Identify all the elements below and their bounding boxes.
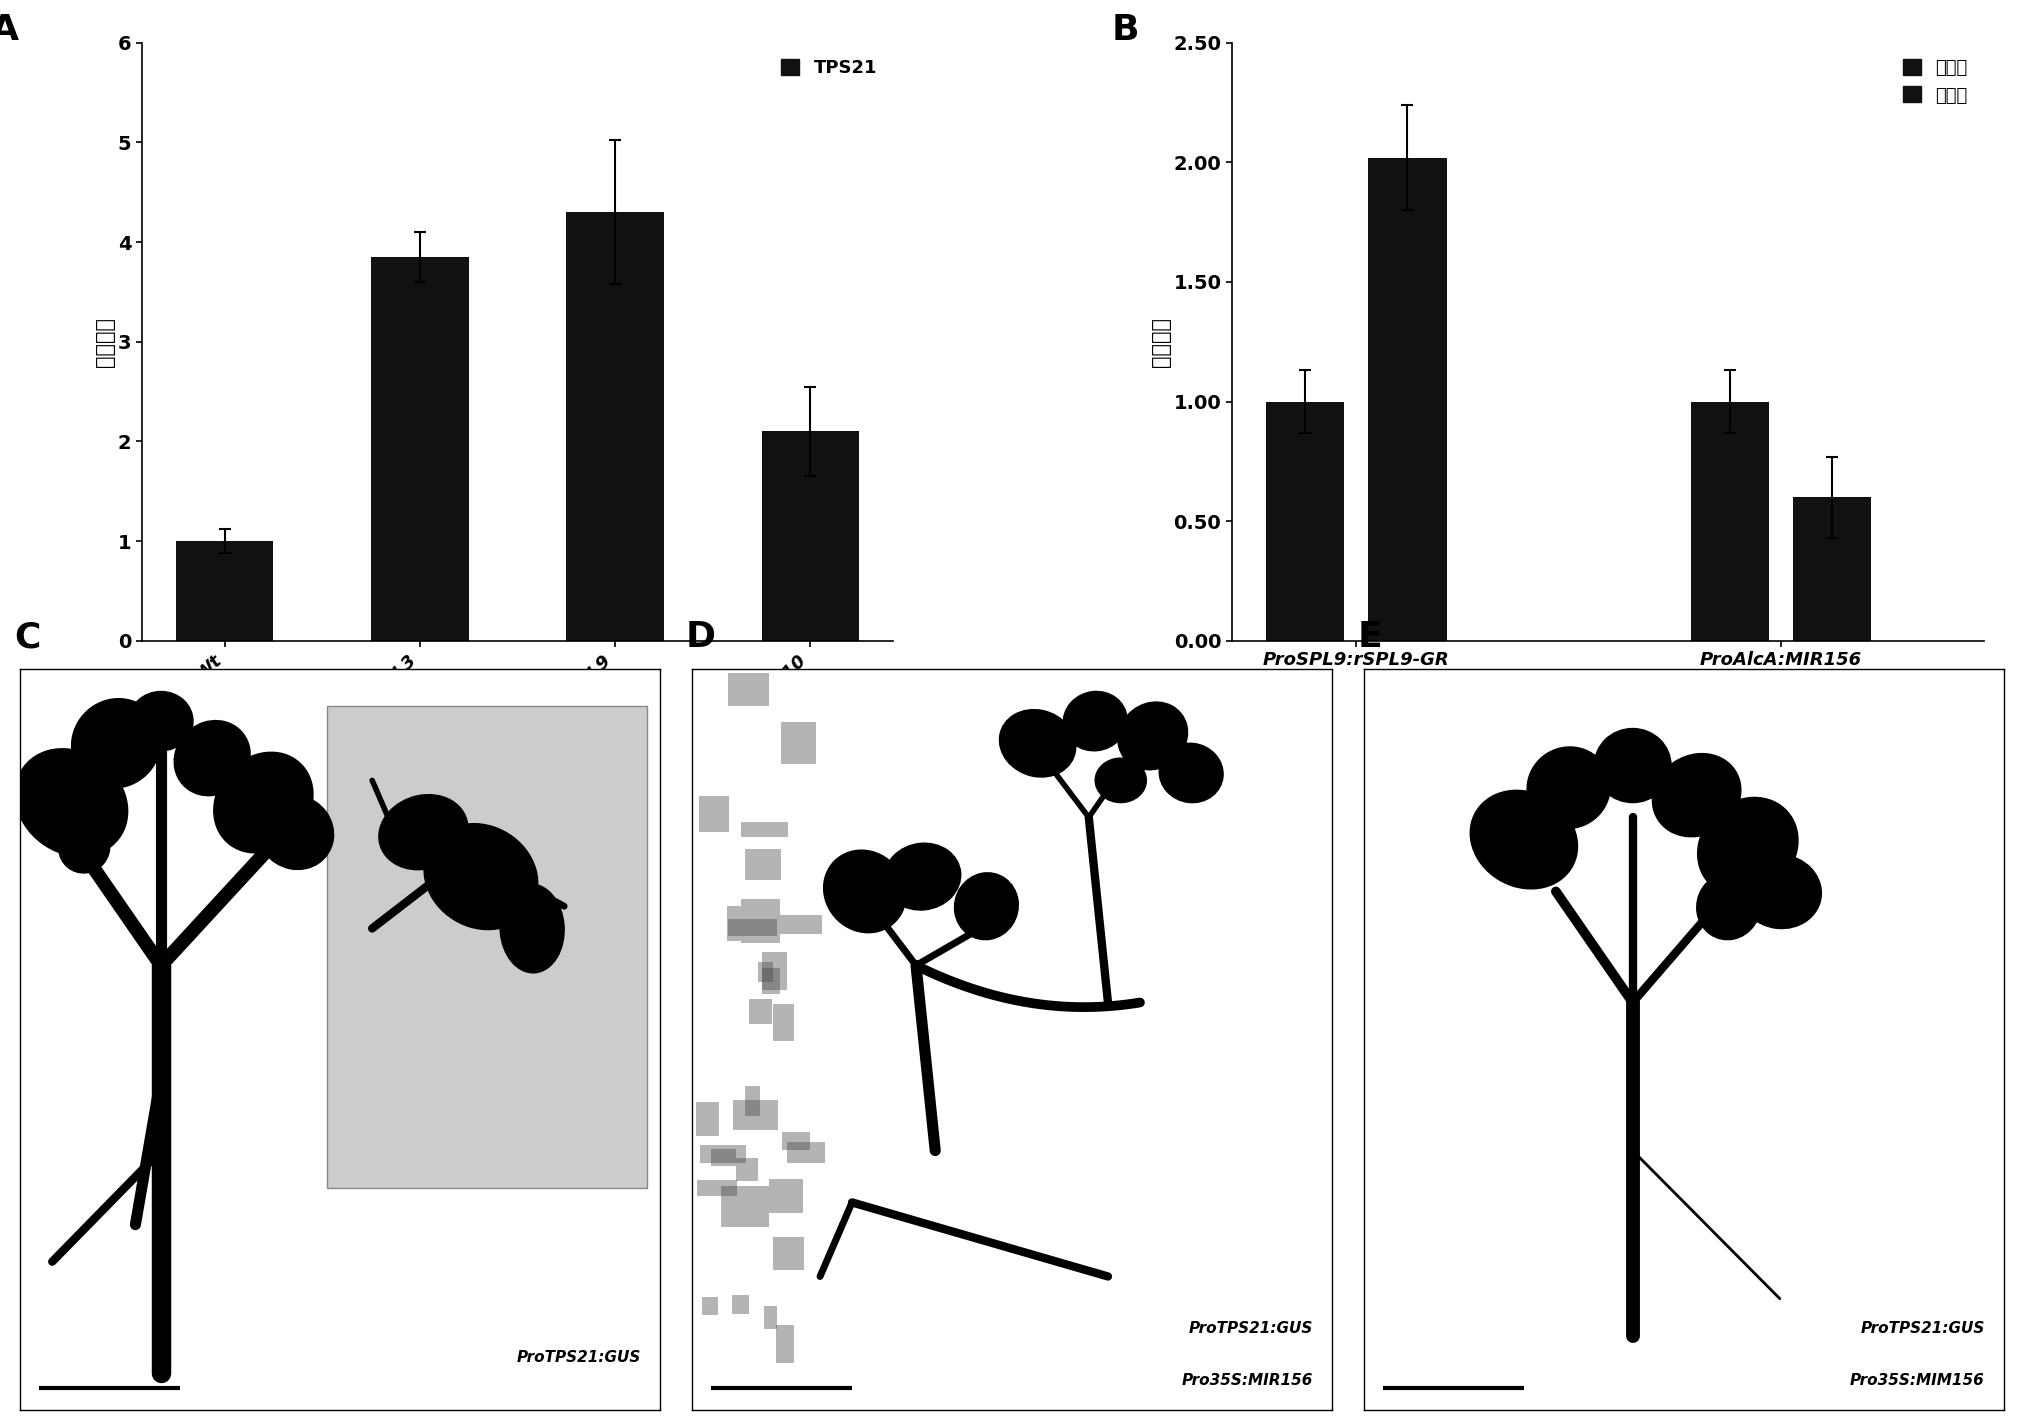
Text: ProTPS21:GUS: ProTPS21:GUS xyxy=(1859,1320,1985,1336)
Bar xyxy=(696,1102,718,1135)
Text: D: D xyxy=(686,621,716,655)
Bar xyxy=(763,951,787,990)
Ellipse shape xyxy=(378,795,467,870)
Text: A: A xyxy=(0,13,20,47)
Ellipse shape xyxy=(257,795,334,870)
Bar xyxy=(761,431,860,641)
Bar xyxy=(696,1180,736,1196)
Ellipse shape xyxy=(1062,692,1127,750)
Bar xyxy=(720,1186,769,1227)
Bar xyxy=(702,1297,718,1314)
Ellipse shape xyxy=(1094,758,1145,803)
Ellipse shape xyxy=(500,884,564,973)
Bar xyxy=(728,918,777,936)
Ellipse shape xyxy=(1594,729,1671,803)
Text: E: E xyxy=(1357,621,1382,655)
Bar xyxy=(749,1000,771,1024)
Bar xyxy=(1264,402,1343,641)
Ellipse shape xyxy=(129,692,192,750)
Ellipse shape xyxy=(1159,743,1222,803)
Bar xyxy=(1792,497,1871,641)
Ellipse shape xyxy=(174,721,251,796)
Bar xyxy=(726,906,740,941)
Ellipse shape xyxy=(1117,702,1188,770)
Bar xyxy=(773,1236,803,1270)
Ellipse shape xyxy=(1527,748,1610,829)
Bar xyxy=(566,212,664,641)
Ellipse shape xyxy=(214,752,314,853)
Bar xyxy=(783,1132,809,1149)
Y-axis label: 相对表达: 相对表达 xyxy=(1149,316,1169,367)
Bar xyxy=(740,899,779,943)
Bar xyxy=(773,1004,793,1041)
Ellipse shape xyxy=(425,823,538,930)
Bar xyxy=(732,1294,749,1314)
Ellipse shape xyxy=(999,709,1074,778)
Ellipse shape xyxy=(71,699,160,787)
Bar xyxy=(176,541,273,641)
Y-axis label: 相对表达: 相对表达 xyxy=(95,316,115,367)
Bar xyxy=(328,706,647,1188)
Bar xyxy=(777,1326,793,1363)
Ellipse shape xyxy=(1469,790,1576,889)
Ellipse shape xyxy=(59,822,109,873)
Bar xyxy=(787,1142,825,1163)
Bar xyxy=(710,1149,734,1166)
Bar xyxy=(781,916,821,934)
Bar xyxy=(763,1306,777,1329)
Legend: 对照组, 实验组: 对照组, 实验组 xyxy=(1894,51,1974,111)
Bar xyxy=(769,1179,803,1213)
Bar xyxy=(759,961,773,981)
Ellipse shape xyxy=(1738,854,1821,928)
Text: C: C xyxy=(14,621,40,655)
Bar xyxy=(763,967,779,994)
Text: B: B xyxy=(1111,13,1139,47)
Bar xyxy=(370,258,469,641)
Text: Pro35S:MIM156: Pro35S:MIM156 xyxy=(1849,1373,1985,1387)
Bar xyxy=(744,849,781,880)
Ellipse shape xyxy=(1697,797,1796,897)
Ellipse shape xyxy=(16,749,127,856)
Text: Pro35S:MIR156: Pro35S:MIR156 xyxy=(1181,1373,1313,1387)
Bar xyxy=(1689,402,1768,641)
Bar xyxy=(1368,158,1446,641)
Bar xyxy=(736,1158,757,1182)
Bar xyxy=(700,1145,746,1163)
Bar xyxy=(728,674,769,706)
Ellipse shape xyxy=(955,873,1018,940)
Ellipse shape xyxy=(1651,753,1740,837)
Bar xyxy=(700,796,728,832)
Bar xyxy=(744,1087,759,1116)
Text: ProTPS21:GUS: ProTPS21:GUS xyxy=(516,1350,641,1366)
Bar xyxy=(781,722,815,763)
Text: ProTPS21:GUS: ProTPS21:GUS xyxy=(1188,1320,1313,1336)
Ellipse shape xyxy=(884,843,961,910)
Bar xyxy=(740,822,787,837)
Legend: TPS21: TPS21 xyxy=(773,51,884,84)
Bar xyxy=(732,1101,777,1129)
Ellipse shape xyxy=(1695,873,1760,940)
Ellipse shape xyxy=(823,850,906,933)
